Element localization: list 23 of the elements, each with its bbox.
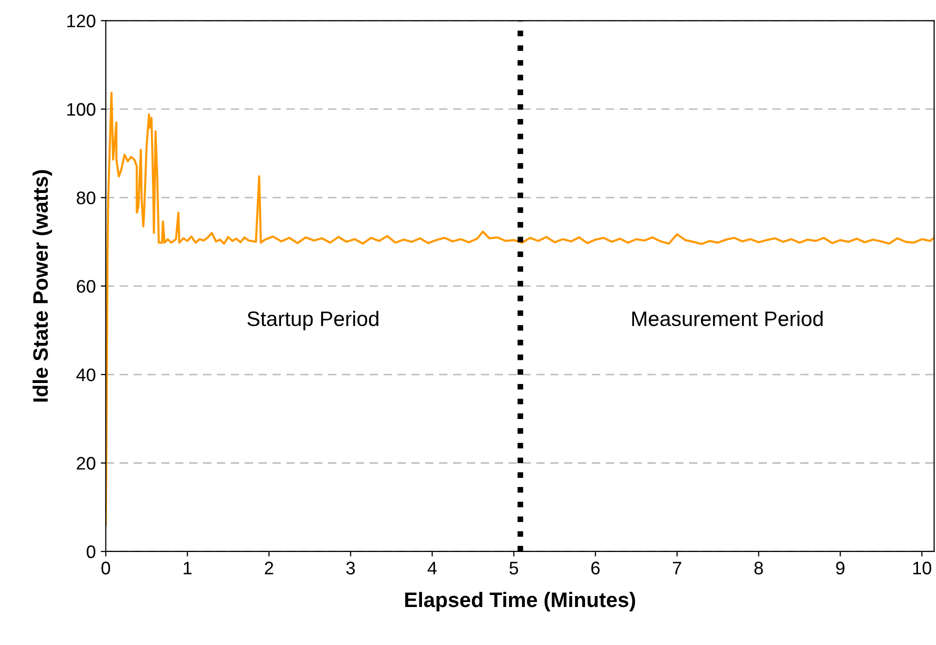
x-tick-label: 9 xyxy=(836,562,844,574)
x-tick-label: 6 xyxy=(591,562,600,574)
x-tick-label: 10 xyxy=(913,562,932,574)
y-tick-label: 120 xyxy=(67,14,96,28)
x-tick-label: 7 xyxy=(672,562,682,574)
x-tick-label: 0 xyxy=(101,562,110,574)
y-tick-label: 80 xyxy=(76,192,96,204)
line-series xyxy=(106,92,934,526)
x-tick-label: 1 xyxy=(184,562,192,574)
x-tick-label: 5 xyxy=(510,562,518,574)
y-tick-label: 40 xyxy=(76,368,96,382)
x-tick-label: 3 xyxy=(346,562,355,574)
annotation: Startup Period xyxy=(247,310,378,330)
x-tick-label: 2 xyxy=(264,562,274,574)
y-tick-label: 60 xyxy=(76,280,96,293)
y-axis-title: Idle State Power (watts) xyxy=(32,170,52,402)
x-tick-label: 4 xyxy=(428,562,437,574)
y-tick-label: 20 xyxy=(76,456,96,470)
y-tick-label: 100 xyxy=(67,103,96,116)
y-tick-label: 0 xyxy=(86,545,96,558)
x-tick-label: 8 xyxy=(754,562,763,574)
x-axis-title: Elapsed Time (Minutes) xyxy=(405,592,636,612)
annotation: Measurement Period xyxy=(632,310,823,326)
